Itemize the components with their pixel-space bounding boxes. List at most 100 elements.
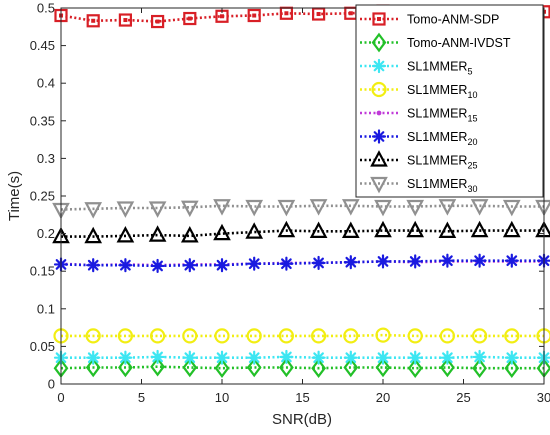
data-point — [375, 254, 391, 269]
legend-marker — [370, 176, 388, 194]
data-point — [86, 350, 101, 365]
data-point — [279, 349, 294, 365]
y-tick-label: 0.2 — [37, 226, 55, 241]
series-7 — [52, 220, 550, 244]
data-point — [214, 328, 230, 344]
x-tick-label: 25 — [456, 390, 470, 405]
data-point — [150, 349, 165, 365]
x-tick-label: 15 — [295, 390, 309, 405]
legend-item: Tomo-ANM-IVDST — [360, 32, 511, 53]
data-point — [214, 358, 230, 379]
data-point — [504, 328, 520, 344]
data-point — [470, 199, 489, 216]
x-tick-label: 0 — [57, 390, 64, 405]
data-point — [214, 350, 230, 365]
x-tick-label: 10 — [215, 390, 229, 405]
data-point — [440, 253, 455, 268]
legend: Tomo-ANM-SDP Tomo-ANM-IVDST SL1MMER5 SL1MME… — [355, 4, 544, 198]
y-tick-label: 0.15 — [30, 264, 55, 279]
data-point — [311, 358, 326, 379]
data-point — [148, 201, 167, 218]
y-tick-label: 0 — [48, 377, 55, 392]
legend-marker — [371, 58, 387, 74]
data-point — [374, 199, 392, 217]
data-point — [504, 253, 519, 268]
data-point — [117, 328, 134, 344]
data-point — [439, 328, 455, 344]
data-point — [182, 350, 197, 365]
legend-marker — [371, 32, 387, 53]
legend-label: Tomo-ANM-SDP — [407, 13, 499, 27]
x-tick-label: 20 — [376, 390, 390, 405]
data-point — [148, 225, 167, 242]
data-point — [504, 358, 520, 379]
data-point — [406, 220, 425, 238]
data-point — [85, 328, 101, 344]
x-tick-label: 5 — [138, 390, 145, 405]
legend-item: SL1MMER25 — [360, 150, 477, 171]
data-point — [150, 328, 166, 344]
legend-item: Tomo-ANM-SDP — [360, 12, 499, 27]
data-point — [343, 350, 358, 365]
data-point — [375, 327, 391, 343]
data-point — [118, 350, 133, 365]
y-axis-title: Time(s) — [6, 171, 23, 221]
data-point — [84, 202, 103, 219]
data-point — [504, 350, 519, 365]
legend-marker — [370, 150, 388, 167]
data-point — [311, 350, 326, 365]
data-point — [151, 14, 165, 29]
data-point — [246, 328, 262, 344]
data-point — [247, 350, 262, 365]
legend-item: SL1MMER5 — [360, 58, 472, 77]
y-tick-label: 0.25 — [30, 189, 55, 204]
axes-layer: 0 5 10 15 20 25 30 0 0.05 0.1 0.15 0.2 0.25 0.3 0.35 0.… — [30, 1, 550, 406]
legend-box — [355, 4, 544, 198]
legend-marker — [371, 81, 387, 98]
y-tick-label: 0.05 — [30, 339, 55, 354]
legend-label: Tomo-ANM-IVDST — [407, 36, 511, 50]
legend-item: SL1MMER20 — [360, 129, 477, 147]
data-point — [343, 255, 358, 270]
data-point — [213, 199, 231, 216]
x-axis-title: SNR(dB) — [272, 411, 332, 428]
data-point — [247, 8, 261, 23]
data-point — [374, 220, 392, 238]
data-point — [279, 357, 294, 378]
data-point — [86, 14, 100, 28]
data-point — [406, 199, 425, 217]
x-tick-label: 30 — [537, 390, 550, 405]
data-point — [180, 200, 199, 218]
data-point — [182, 328, 198, 344]
data-point — [502, 220, 521, 238]
data-point — [472, 349, 487, 365]
data-point — [343, 328, 359, 344]
data-point — [183, 11, 197, 26]
data-point — [502, 199, 521, 217]
legend-label: SL1MMER15 — [407, 107, 477, 124]
data-point — [213, 223, 231, 241]
data-point — [118, 258, 133, 273]
legend-label: SL1MMER20 — [407, 130, 477, 147]
legend-label: SL1MMER10 — [407, 83, 477, 100]
series-6 — [53, 253, 550, 274]
legend-label: SL1MMER25 — [407, 154, 477, 171]
data-point — [375, 357, 391, 378]
data-point — [277, 199, 296, 217]
data-point — [438, 199, 457, 216]
data-point — [470, 220, 489, 238]
data-point — [472, 358, 487, 379]
legend-item: SL1MMER30 — [360, 176, 477, 194]
data-point — [182, 258, 197, 273]
data-point — [150, 258, 165, 274]
y-tick-label: 0.4 — [37, 76, 55, 91]
y-tick-label: 0.5 — [37, 1, 55, 16]
data-point — [343, 357, 359, 378]
data-point — [118, 357, 133, 378]
data-point — [438, 221, 457, 238]
data-point — [407, 328, 423, 344]
data-point — [214, 258, 230, 273]
data-point — [311, 328, 327, 344]
series-8 — [52, 199, 550, 220]
